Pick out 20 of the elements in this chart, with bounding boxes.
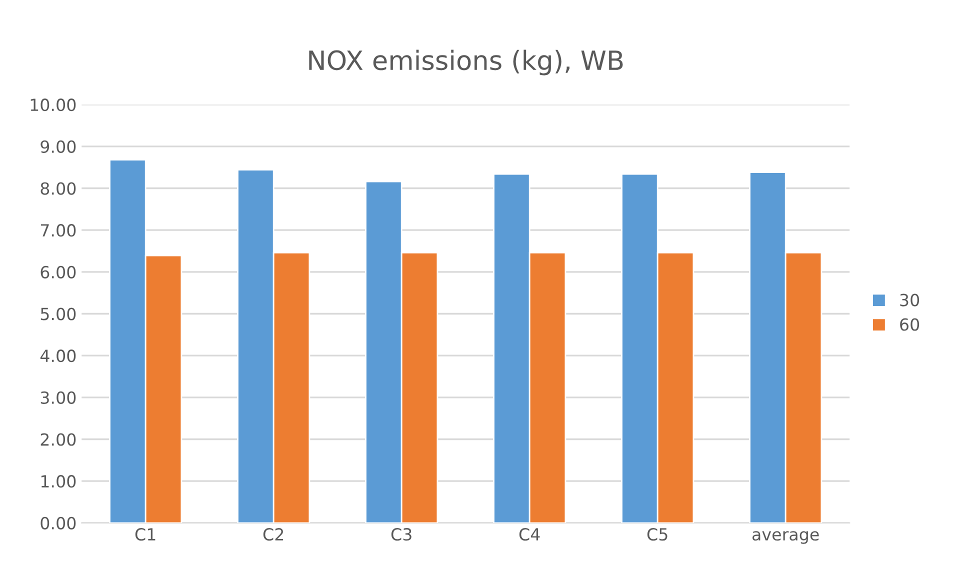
chart-title: NOX emissions (kg), WB [309, 50, 623, 76]
y-tick-label: 3.00 [40, 391, 76, 404]
x-tick-label: C2 [263, 528, 284, 541]
x-tick-label: C4 [519, 528, 540, 541]
y-tick-label: 9.00 [40, 140, 76, 153]
y-tick-label: 5.00 [40, 308, 76, 320]
x-tick-label: C5 [647, 528, 668, 541]
y-tick-label: 6.00 [40, 266, 76, 278]
y-tick-label: 8.00 [40, 182, 76, 195]
y-tick-label: 0.00 [40, 516, 76, 530]
x-tick-label: average [752, 531, 819, 544]
legend-label: 30 [900, 294, 920, 306]
legend-label: 60 [900, 318, 920, 331]
y-tick-label: 1.00 [41, 475, 76, 488]
y-tick-label: 10.00 [30, 98, 76, 112]
y-tick-label: 2.00 [40, 433, 76, 446]
y-tick-label: 4.00 [40, 350, 76, 362]
x-tick-label: C1 [135, 528, 156, 541]
y-tick-label: 7.00 [40, 224, 76, 237]
x-tick-label: C3 [391, 528, 412, 541]
